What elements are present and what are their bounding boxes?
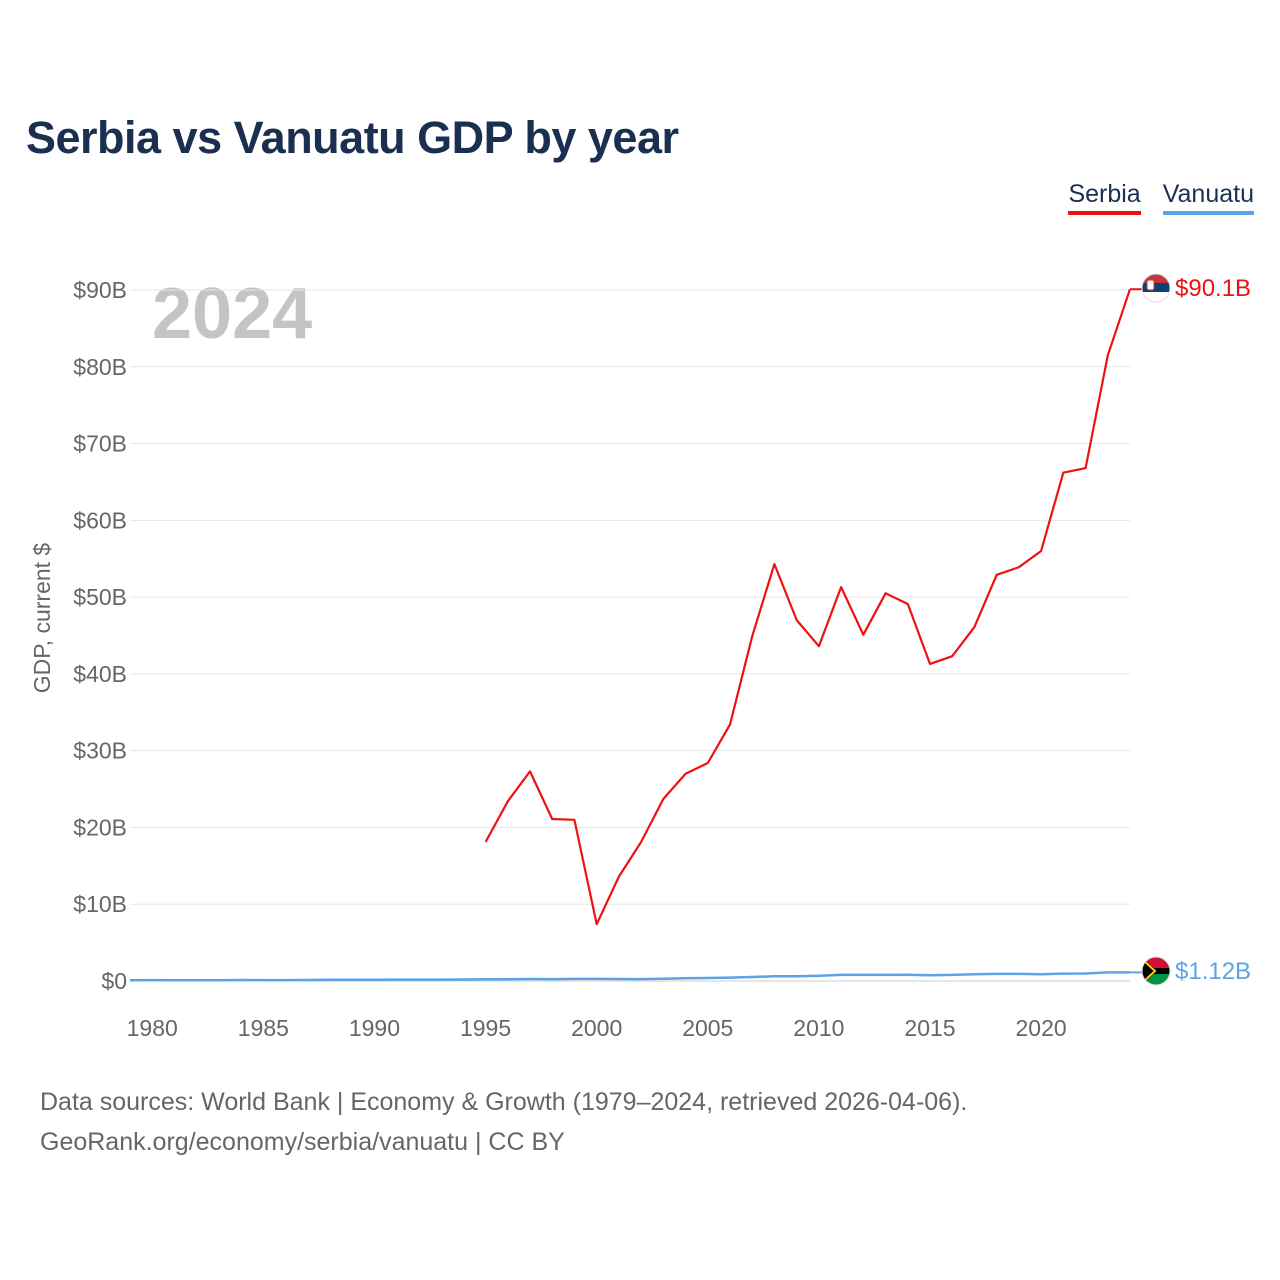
y-tick-label: $80B xyxy=(73,354,127,380)
y-tick-label: $40B xyxy=(73,661,127,687)
vanuatu-flag-icon xyxy=(1142,957,1170,985)
y-tick-label: $30B xyxy=(73,738,127,764)
y-tick-label: $10B xyxy=(73,891,127,917)
year-watermark: 2024 xyxy=(152,274,312,354)
end-label-serbia: $90.1B xyxy=(1175,275,1251,302)
end-label-vanuatu: $1.12B xyxy=(1175,958,1251,985)
y-tick-label: $20B xyxy=(73,814,127,840)
legend-item-vanuatu[interactable]: Vanuatu xyxy=(1162,180,1254,215)
x-tick-label: 2020 xyxy=(1016,1015,1067,1041)
x-tick-label: 1985 xyxy=(238,1015,289,1041)
y-tick-label: $50B xyxy=(73,584,127,610)
series-line-serbia xyxy=(484,288,1132,926)
x-tick-label: 2010 xyxy=(793,1015,844,1041)
x-tick-label: 2015 xyxy=(904,1015,955,1041)
data-sources-text: Data sources: World Bank | Economy & Gro… xyxy=(40,1088,968,1116)
y-tick-label: $0 xyxy=(101,968,127,994)
x-tick-label: 1995 xyxy=(460,1015,511,1041)
series-lines xyxy=(129,288,1142,982)
x-axis-ticks: 1980 1985 1990 1995 2000 2005 2010 2015 2020 xyxy=(127,1015,1067,1041)
x-tick-label: 2000 xyxy=(571,1015,622,1041)
x-tick-label: 1980 xyxy=(127,1015,178,1041)
y-tick-label: $90B xyxy=(73,277,127,303)
footer: Data sources: World Bank | Economy & Gro… xyxy=(40,1082,967,1162)
x-tick-label: 2005 xyxy=(682,1015,733,1041)
legend: Serbia Vanuatu xyxy=(1068,180,1254,215)
gridlines xyxy=(130,289,1130,982)
chart-title: Serbia vs Vanuatu GDP by year xyxy=(26,112,679,163)
y-tick-label: $60B xyxy=(73,507,127,533)
y-tick-label: $70B xyxy=(73,431,127,457)
x-tick-label: 1990 xyxy=(349,1015,400,1041)
series-line-vanuatu xyxy=(129,971,1130,982)
y-axis-ticks: $0 $10B $20B $30B $40B $50B $60B $70B $80B $90B xyxy=(73,277,127,994)
attribution-text: GeoRank.org/economy/serbia/vanuatu | CC … xyxy=(40,1128,565,1156)
gdp-line-chart: 2024 $0$10B$20B$30B$40B$50B$60B$70B$80B$… xyxy=(29,273,1251,1041)
legend-item-serbia[interactable]: Serbia xyxy=(1068,180,1141,215)
y-axis-label: GDP, current $ xyxy=(29,543,55,694)
serbia-flag-icon xyxy=(1142,274,1170,302)
